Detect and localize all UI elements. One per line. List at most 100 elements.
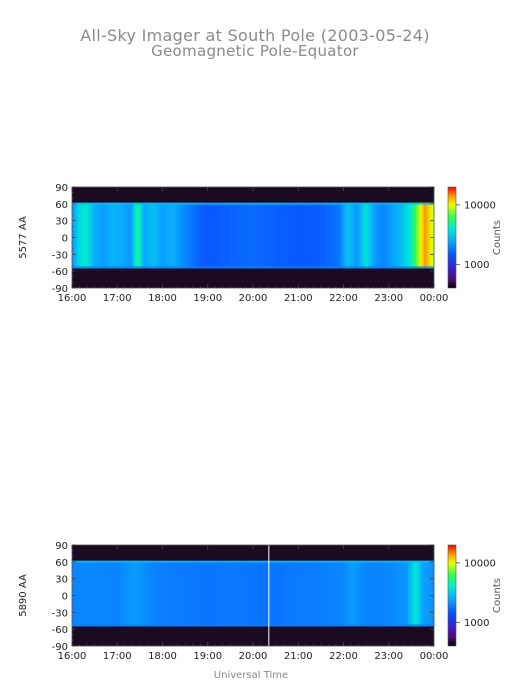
keogram-column [293, 202, 296, 269]
keogram-column [164, 202, 167, 269]
keogram-column [152, 560, 155, 627]
keogram-column [335, 202, 338, 269]
keogram-column [283, 202, 286, 269]
keogram-column [297, 560, 300, 627]
keogram-column [345, 560, 348, 627]
keogram-column [305, 560, 308, 627]
keogram-column [106, 560, 109, 627]
x-tick-label: 18:00 [148, 293, 177, 304]
keogram-column [257, 560, 260, 627]
keogram-column [98, 202, 101, 269]
keogram-column [427, 560, 431, 627]
keogram-column [261, 560, 264, 627]
keogram-column [122, 560, 125, 627]
keogram-column [377, 560, 381, 627]
keogram-column [259, 202, 262, 269]
keogram-column [200, 202, 204, 269]
keogram-column [313, 202, 316, 269]
keogram-column [188, 560, 192, 627]
keogram-column [108, 202, 111, 269]
keogram-column [277, 202, 280, 269]
keogram-column [301, 560, 304, 627]
y-tick-label: 90 [55, 541, 68, 552]
keogram-column [80, 560, 83, 627]
keogram-column [106, 202, 109, 269]
keogram-column [148, 202, 151, 269]
keogram-column [184, 560, 188, 627]
keogram-column [303, 560, 306, 627]
keogram-column [297, 202, 300, 269]
keogram-column [407, 560, 411, 627]
keogram-column [409, 202, 413, 269]
colorbar-label: Counts [492, 220, 503, 255]
keogram-column [150, 560, 153, 627]
keogram-column [96, 202, 99, 269]
keogram-column [407, 202, 411, 269]
keogram-column [84, 202, 87, 269]
keogram-column [399, 560, 403, 627]
keogram-column [218, 202, 222, 269]
keogram-column [303, 202, 306, 269]
keogram-column [353, 202, 356, 269]
keogram-column [162, 560, 165, 627]
keogram-column [146, 202, 149, 269]
x-tick-label: 19:00 [193, 651, 222, 662]
keogram-column [397, 560, 401, 627]
keogram-column [212, 202, 216, 269]
y-tick-label: -60 [52, 625, 68, 636]
keogram-column [353, 560, 356, 627]
keogram-column [160, 560, 163, 627]
keogram-column [307, 560, 310, 627]
keogram-column [357, 202, 360, 269]
keogram-column [329, 560, 332, 627]
keogram-column [299, 560, 302, 627]
keogram-column [136, 202, 139, 269]
keogram-column [242, 560, 246, 627]
keogram-column [240, 202, 244, 269]
keogram-column [257, 202, 260, 269]
keogram-column [118, 560, 121, 627]
keogram-column [369, 202, 373, 269]
keogram-column [423, 202, 427, 269]
keogram-column [343, 560, 346, 627]
keogram-column [96, 560, 99, 627]
keogram-column [327, 560, 330, 627]
keogram-column [104, 202, 107, 269]
keogram-column [409, 560, 413, 627]
keogram-column [309, 560, 312, 627]
keogram-column [248, 202, 252, 269]
y-tick-label: 30 [55, 217, 68, 228]
keogram-column [224, 560, 228, 627]
keogram-column [72, 202, 75, 269]
keogram-column [174, 202, 177, 269]
colorbar-frame [447, 186, 457, 289]
keogram-column [194, 560, 198, 627]
fov-edge-top [72, 560, 434, 563]
keogram-column [425, 202, 429, 269]
keogram-column [425, 560, 429, 627]
keogram-column [102, 560, 105, 627]
keogram-column [321, 560, 324, 627]
keogram-column [242, 202, 246, 269]
x-axis-label: Universal Time [214, 670, 288, 680]
keogram-column [421, 202, 425, 269]
keogram-column [146, 560, 149, 627]
keogram-column [359, 202, 362, 269]
y-tick-label: 60 [55, 558, 68, 569]
keogram-column [267, 202, 270, 269]
keogram-column [120, 202, 123, 269]
keogram-column [148, 560, 151, 627]
keogram-column [385, 560, 389, 627]
keogram-column [172, 560, 175, 627]
y-tick-label: -30 [52, 250, 68, 261]
x-tick-label: 22:00 [329, 651, 358, 662]
keogram-column [361, 560, 365, 627]
keogram-column [275, 202, 278, 269]
keogram-column [178, 560, 181, 627]
colorbar-tick-label: 10000 [464, 200, 496, 211]
keogram-column [98, 560, 101, 627]
keogram-column [212, 560, 216, 627]
keogram-column [208, 202, 212, 269]
colorbar [448, 545, 456, 646]
